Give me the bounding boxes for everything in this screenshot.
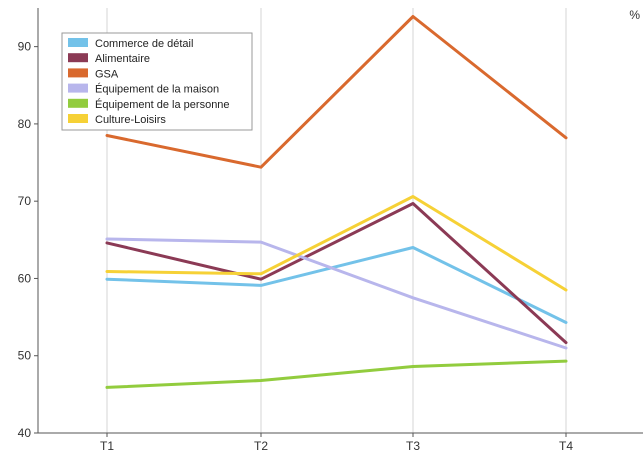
- legend-label: Culture-Loisirs: [95, 114, 166, 126]
- series-lines: [105, 15, 568, 389]
- y-tick-label: 80: [18, 117, 32, 131]
- legend-swatch: [68, 98, 88, 108]
- x-tick-label: T1: [100, 439, 114, 453]
- x-tick-label: T2: [254, 439, 268, 453]
- series-line-1: [105, 202, 568, 345]
- legend-label: Équipement de la maison: [95, 83, 219, 96]
- series-line-2: [105, 15, 568, 169]
- y-tick-label: 40: [18, 426, 32, 440]
- y-tick-label: 50: [18, 349, 32, 363]
- series-line-3: [105, 237, 568, 350]
- series-line-0: [105, 246, 568, 324]
- y-tick-label: 90: [18, 40, 32, 54]
- legend-label: Équipement de la personne: [95, 98, 230, 111]
- y-tick-label: 60: [18, 271, 32, 285]
- legend-swatch: [68, 38, 88, 47]
- tick-labels: 40 50 60 70 80 90 T1 T2 T3 T4: [18, 40, 574, 453]
- legend-swatch: [68, 83, 88, 93]
- x-tick-label: T3: [406, 439, 420, 453]
- legend-swatch: [68, 114, 88, 123]
- legend-label: Commerce de détail: [95, 38, 193, 50]
- y-unit-label: %: [629, 8, 640, 22]
- y-tick-label: 70: [18, 194, 32, 208]
- series-line-4: [105, 359, 568, 389]
- axes: [34, 8, 643, 437]
- legend-label: GSA: [95, 68, 119, 80]
- legend: Commerce de détail Alimentaire GSA Équipeme…: [61, 32, 253, 131]
- x-tick-label: T4: [559, 439, 573, 453]
- legend-swatch: [68, 68, 88, 78]
- series-line-5: [105, 195, 568, 292]
- legend-swatch: [68, 53, 88, 63]
- legend-box: [61, 32, 253, 131]
- legend-label: Alimentaire: [95, 53, 150, 65]
